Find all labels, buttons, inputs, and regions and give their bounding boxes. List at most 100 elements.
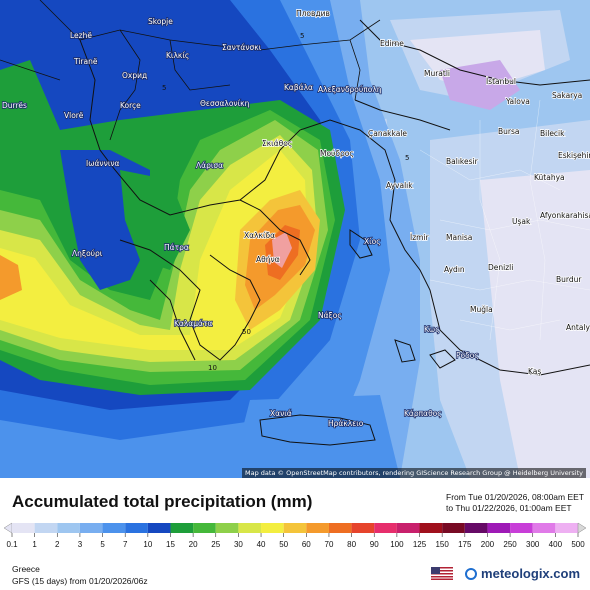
city-label: Λάρισα bbox=[196, 161, 223, 170]
city-label: Ληξούρι bbox=[72, 249, 103, 258]
province-borders bbox=[419, 99, 590, 341]
city-label: Ρόδος bbox=[456, 351, 479, 360]
city-label: Lezhë bbox=[70, 31, 92, 40]
scale-label: 20 bbox=[189, 540, 198, 549]
scale-labels: 0.1 1 2 3 5 7 10 15 20 25 30 40 50 60 70 80 90 100 125 150 1… bbox=[6, 533, 585, 549]
scale-swatch bbox=[328, 523, 352, 533]
scale-arrow-left bbox=[3, 522, 13, 534]
scale-swatch bbox=[442, 523, 465, 533]
city-label: Καλαμάτα bbox=[174, 319, 212, 328]
scale-label: 60 bbox=[302, 540, 311, 549]
city-label: Ιωάννινα bbox=[86, 159, 120, 168]
coastlines bbox=[79, 19, 590, 446]
borders bbox=[0, 0, 381, 141]
scale-swatch bbox=[555, 523, 578, 533]
scale-swatch bbox=[57, 523, 80, 533]
city-label: Κιλκίς bbox=[166, 51, 189, 60]
city-label: Νάξος bbox=[318, 311, 342, 320]
scale-swatch bbox=[170, 523, 194, 533]
city-label: Пловдив bbox=[296, 9, 330, 18]
scale-swatch bbox=[102, 523, 126, 533]
scale-swatch bbox=[464, 523, 488, 533]
city-label: Αλεξανδρούπολη bbox=[318, 85, 382, 94]
city-label: Μούδρος bbox=[320, 149, 354, 158]
city-label: Kaş bbox=[528, 367, 541, 376]
scale-label: 7 bbox=[123, 540, 128, 549]
color-scale: 0.1 1 2 3 5 7 10 15 20 25 30 40 50 60 70 80 90 100 125 150 1… bbox=[3, 522, 587, 549]
scale-swatch bbox=[193, 523, 216, 533]
scale-label: 0.1 bbox=[6, 540, 18, 549]
contour-label: 10 bbox=[208, 364, 217, 372]
city-label: Edirne bbox=[380, 39, 404, 48]
scale-swatch bbox=[374, 523, 397, 533]
city-label: Bilecik bbox=[540, 129, 565, 138]
west-orange bbox=[0, 255, 22, 300]
city-label: Korçe bbox=[120, 101, 141, 110]
city-label: Χανιά bbox=[270, 409, 292, 418]
city-label: Burdur bbox=[556, 275, 582, 284]
scale-label: 40 bbox=[257, 540, 266, 549]
scale-label: 175 bbox=[458, 540, 472, 549]
scale-label: 10 bbox=[143, 540, 152, 549]
scale-swatches bbox=[3, 522, 587, 534]
band-80mm bbox=[272, 232, 292, 268]
city-label: Denizli bbox=[488, 263, 513, 272]
city-label: Çanakkale bbox=[368, 129, 407, 138]
city-label: Yalova bbox=[505, 97, 530, 106]
scale-swatch bbox=[532, 523, 556, 533]
scale-label: 5 bbox=[100, 540, 105, 549]
scale-swatch bbox=[396, 523, 420, 533]
scale-swatch bbox=[306, 523, 329, 533]
map-canvas: 5 5 5 50 10 Пловдив Skopje Lezhë Tiranë … bbox=[0, 0, 590, 478]
city-label: Ηράκλειο bbox=[328, 419, 364, 428]
contour-label: 50 bbox=[242, 328, 251, 336]
scale-swatch bbox=[125, 523, 148, 533]
scale-swatch bbox=[79, 523, 103, 533]
city-label: Durrës bbox=[2, 101, 27, 110]
scale-label: 100 bbox=[390, 540, 404, 549]
crete-band bbox=[230, 395, 400, 478]
meteologix-logo-icon bbox=[465, 567, 478, 580]
brand-name: meteologix.com bbox=[481, 566, 580, 581]
scale-label: 200 bbox=[481, 540, 495, 549]
scale-label: 500 bbox=[571, 540, 585, 549]
map-attribution: Map data © OpenStreetMap contributors, r… bbox=[242, 468, 586, 478]
contour-label: 5 bbox=[300, 32, 304, 40]
scale-label: 150 bbox=[435, 540, 449, 549]
scale-label: 2 bbox=[55, 540, 60, 549]
map-title: Accumulated total precipitation (mm) bbox=[12, 492, 313, 511]
period-from: From Tue 01/20/2026, 08:00am EET bbox=[446, 492, 584, 502]
city-label: Χαλκίδα bbox=[244, 231, 275, 240]
contour-label: 5 bbox=[405, 154, 409, 162]
city-label: Aydın bbox=[444, 265, 465, 274]
scale-label: 3 bbox=[78, 540, 83, 549]
scale-swatch bbox=[351, 523, 375, 533]
period-to: to Thu 01/22/2026, 01:00am EET bbox=[446, 503, 572, 513]
city-label: Balıkesir bbox=[446, 157, 479, 166]
city-label: Σκιάθος bbox=[262, 139, 292, 148]
scale-swatch bbox=[12, 523, 35, 533]
scale-swatch bbox=[283, 523, 307, 533]
region-label: Greece bbox=[12, 564, 40, 574]
marmara-blob bbox=[440, 60, 520, 110]
brand[interactable]: meteologix.com bbox=[431, 566, 580, 581]
contour-labels: 5 5 5 50 10 bbox=[162, 32, 409, 372]
city-label: Πάτρα bbox=[164, 243, 189, 252]
ionian-green bbox=[120, 170, 190, 270]
us-flag-icon[interactable] bbox=[431, 567, 454, 580]
scale-swatch bbox=[419, 523, 443, 533]
city-label: Muratli bbox=[424, 69, 450, 78]
scale-swatch bbox=[147, 523, 171, 533]
period-info: From Tue 01/20/2026, 08:00am EET to Thu … bbox=[446, 492, 584, 514]
scale-label: 250 bbox=[503, 540, 517, 549]
city-label: Αθήνα bbox=[256, 255, 280, 264]
city-label: Kütahya bbox=[534, 173, 565, 182]
city-label: Sakarya bbox=[552, 91, 582, 100]
city-label: Θεσσαλονίκη bbox=[200, 99, 250, 108]
city-label: Antalya bbox=[566, 323, 590, 332]
city-label: İstanbul bbox=[486, 77, 516, 86]
scale-swatch bbox=[34, 523, 58, 533]
scale-swatch bbox=[261, 523, 284, 533]
scale-swatch bbox=[510, 523, 533, 533]
city-label: Σαντάνσκι bbox=[222, 43, 262, 52]
